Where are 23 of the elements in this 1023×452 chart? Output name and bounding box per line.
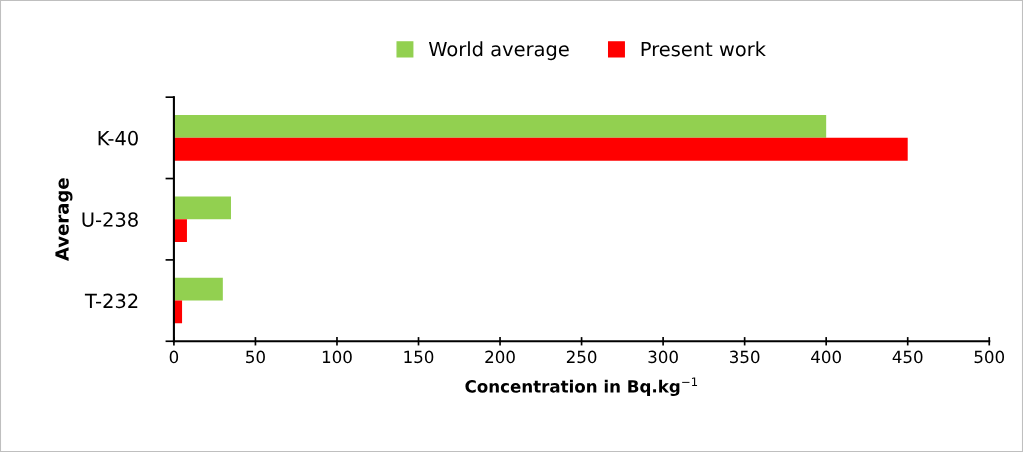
x-tick-label: 300 [648,350,678,364]
x-tick-label: 250 [566,350,597,364]
x-tick-label: 350 [730,350,760,364]
y-tick-label: K-40 [98,130,138,146]
legend-label: World average [428,41,569,61]
bar [173,219,187,242]
bar [173,115,827,138]
bar [173,137,908,161]
x-tick-label: 150 [404,350,434,364]
y-axis-title: Average [55,178,73,261]
x-tick-label: 50 [246,350,265,364]
x-tick-label: 100 [322,350,352,364]
x-tick-label: 200 [485,350,515,364]
x-tick-label: 450 [892,350,923,364]
x-tick-label: 500 [974,350,1005,364]
x-tick-label: 0 [169,350,179,364]
legend-label: Present work [641,41,766,57]
y-tick-label: T-232 [84,293,138,309]
bar [173,196,231,220]
y-tick-label: U-238 [82,212,138,227]
bar [173,277,223,301]
x-tick-label: 400 [811,350,841,364]
x-axis-title: Concentration in Bq.kg$^{−1}$ [465,377,698,397]
